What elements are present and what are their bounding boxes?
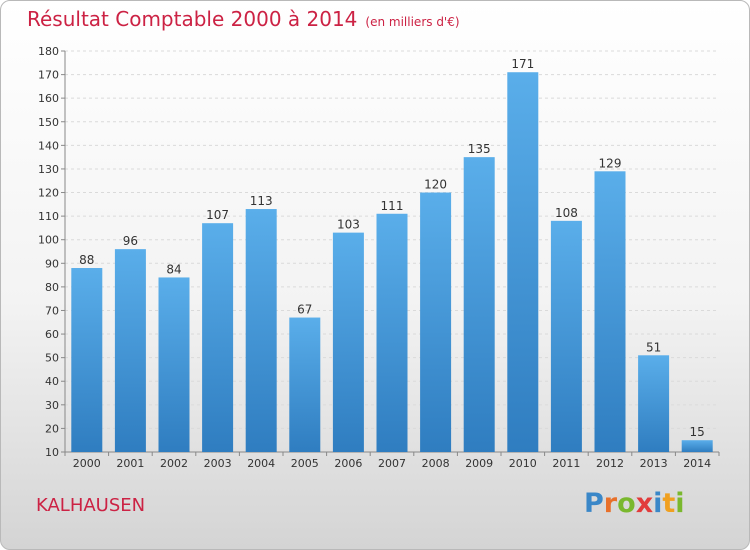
bar-2007 [376,213,408,452]
y-tick-label: 70 [45,304,59,317]
bar-2000 [71,268,103,452]
bar-2004 [245,209,277,452]
y-axis-ticks: 10 20 30 40 50 60 70 80 90 100 110 120 130 140 150 160 1… [38,45,65,459]
data-label-2003: 107 [206,208,229,222]
logo-letter: P [584,488,604,519]
data-label-2001: 96 [123,234,138,248]
x-tick-label-2002: 2002 [160,457,188,470]
data-labels: 88 96 84 107 113 67 103 111 120 135 171 108 129 51 15 [79,57,705,439]
x-tick-label-2008: 2008 [422,457,450,470]
y-tick-label: 90 [45,257,59,270]
bar-2008 [420,192,452,452]
data-label-2000: 88 [79,253,94,267]
y-tick-label: 20 [45,422,59,435]
y-tick-label: 60 [45,328,59,341]
y-tick-label: 10 [45,446,59,459]
data-label-2006: 103 [337,218,360,232]
x-tick-label-2004: 2004 [247,457,275,470]
bar-2009 [463,157,495,452]
data-label-2013: 51 [646,340,661,354]
data-label-2004: 113 [250,194,273,208]
x-axis-ticks: 2000 2001 2002 2003 2004 2005 2006 2007 2008 2009… [64,452,720,470]
x-tick-label-2014: 2014 [683,457,711,470]
chart-title: Résultat Comptable 2000 à 2014 (en millie… [27,7,460,31]
y-tick-label: 50 [45,352,59,365]
y-tick-label: 30 [45,399,59,412]
y-tick-label: 120 [38,187,59,200]
y-tick-label: 130 [38,163,59,176]
bar-2011 [550,220,582,452]
y-tick-label: 160 [38,92,59,105]
proxiti-logo[interactable]: Proxiti [584,488,685,519]
y-tick-label: 140 [38,139,59,152]
logo-letter: t [662,488,676,519]
data-label-2012: 129 [599,156,622,170]
bar-2010 [507,72,539,453]
x-tick-label-2011: 2011 [552,457,580,470]
y-tick-label: 180 [38,45,59,58]
logo-letter: i [675,488,685,519]
logo-letter: i [653,488,663,519]
commune-name: KALHAUSEN [36,495,146,516]
x-tick-label-2006: 2006 [334,457,362,470]
x-tick-label-2012: 2012 [596,457,624,470]
data-label-2002: 84 [166,262,181,276]
data-label-2014: 15 [690,425,705,439]
x-tick-label-2007: 2007 [378,457,406,470]
logo-letter: r [603,488,618,519]
data-label-2010: 171 [511,57,534,71]
bar-2013 [638,355,670,452]
x-tick-label-2009: 2009 [465,457,493,470]
bar-2003 [202,223,234,452]
data-label-2009: 135 [468,142,491,156]
y-tick-label: 100 [38,234,59,247]
y-tick-label: 150 [38,116,59,129]
y-tick-label: 80 [45,281,59,294]
data-label-2007: 111 [381,199,404,213]
x-tick-label-2003: 2003 [204,457,232,470]
x-tick-label-2000: 2000 [73,457,101,470]
bar-2002 [158,277,190,452]
data-label-2008: 120 [424,178,447,192]
bar-2005 [289,317,321,452]
data-label-2005: 67 [297,303,312,317]
bars [71,72,713,453]
y-tick-label: 170 [38,69,59,82]
logo-letter: x [635,488,654,519]
y-tick-label: 110 [38,210,59,223]
x-tick-label-2001: 2001 [116,457,144,470]
data-label-2011: 108 [555,206,578,220]
y-tick-label: 40 [45,375,59,388]
x-tick-label-2005: 2005 [291,457,319,470]
bar-2001 [114,249,146,452]
bar-2014 [681,440,713,452]
x-tick-label-2010: 2010 [509,457,537,470]
logo-letter: o [617,488,636,519]
x-tick-label-2013: 2013 [640,457,668,470]
title-unit: (en milliers d'€) [365,15,460,29]
bar-2006 [332,232,364,452]
bar-2012 [594,171,626,453]
title-text: Résultat Comptable 2000 à 2014 [27,7,358,31]
